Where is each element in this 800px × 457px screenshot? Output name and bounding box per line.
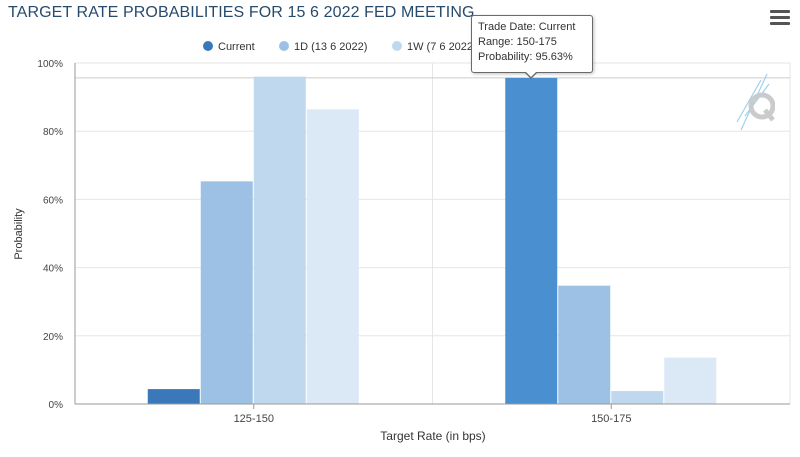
- chart-title: TARGET RATE PROBABILITIES FOR 15 6 2022 …: [8, 4, 475, 21]
- hamburger-menu-icon[interactable]: [770, 10, 790, 26]
- gridlines: [74, 62, 791, 405]
- y-tick-label: 60%: [43, 195, 63, 206]
- legend-label: 1W (7 6 2022): [407, 41, 477, 53]
- legend-item[interactable]: 1D (13 6 2022): [279, 41, 367, 53]
- legend-marker: [279, 41, 289, 51]
- y-tick-label: 40%: [43, 264, 63, 275]
- x-tick-label: 150-175: [591, 413, 631, 425]
- quikstrike-logo-icon: [736, 73, 775, 131]
- legend-label: Current: [218, 41, 255, 53]
- tooltip-probability: Probability: 95.63%: [478, 51, 573, 63]
- tooltip-range: Range: 150-175: [478, 36, 557, 48]
- bar-current-125-150[interactable]: [147, 389, 200, 404]
- legend-marker: [392, 41, 402, 51]
- x-axis-label: Target Rate (in bps): [380, 429, 485, 443]
- legend-item[interactable]: 1W (7 6 2022): [392, 41, 477, 53]
- legend-item[interactable]: Current: [203, 41, 255, 53]
- bar-current-150-175[interactable]: [505, 77, 558, 404]
- tick-labels: 0% 20% 40% 60% 80% 100% 125-150 150-175: [37, 59, 631, 425]
- bar-1d-125-150[interactable]: [200, 181, 253, 404]
- y-tick-label: 20%: [43, 332, 63, 343]
- data-tooltip: Trade Date: Current Range: 150-175 Proba…: [471, 15, 593, 79]
- bar-1w-150-175[interactable]: [611, 391, 664, 404]
- bar-1m-125-150[interactable]: [306, 109, 359, 404]
- axes: [74, 63, 790, 409]
- bar-1w-125-150[interactable]: [253, 76, 306, 404]
- y-axis-label: Probability: [13, 208, 25, 260]
- bar-1d-150-175[interactable]: [558, 285, 611, 404]
- y-tick-label: 80%: [43, 127, 63, 138]
- legend-label: 1D (13 6 2022): [294, 41, 367, 53]
- bars: [147, 76, 717, 404]
- y-tick-label: 100%: [37, 59, 63, 70]
- x-tick-label: 125-150: [234, 413, 274, 425]
- legend-marker: [203, 41, 213, 51]
- tooltip-trade-date: Trade Date: Current: [478, 21, 576, 33]
- bar-1m-150-175[interactable]: [664, 357, 717, 404]
- y-tick-label: 0%: [49, 400, 64, 411]
